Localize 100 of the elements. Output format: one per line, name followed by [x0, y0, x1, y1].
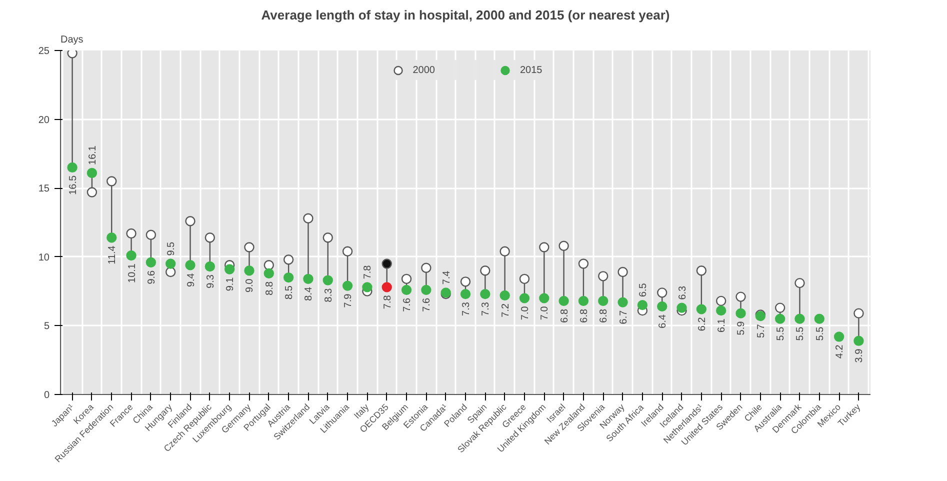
point: [165, 266, 176, 278]
point: [264, 260, 274, 270]
data-label: 5.9: [736, 320, 748, 336]
point: [657, 301, 668, 312]
data-label: 6.7: [618, 310, 630, 324]
data-label: 10.1: [126, 263, 138, 283]
point: [165, 258, 176, 269]
point: [794, 314, 805, 324]
y-tick-label: 5: [44, 321, 50, 332]
data-label: 6.1: [716, 318, 728, 332]
data-label: 9.4: [186, 272, 197, 288]
point: [578, 296, 589, 306]
point: [204, 261, 216, 272]
point: [598, 271, 608, 282]
point: [401, 274, 412, 284]
point: [264, 268, 274, 279]
data-label: 5.5: [814, 326, 826, 341]
point: [106, 176, 117, 186]
point: [283, 272, 294, 283]
data-label: 5.5: [795, 326, 806, 341]
data-label: 5.7: [756, 324, 767, 338]
point: [303, 213, 314, 224]
data-label: 7.6: [402, 297, 414, 312]
point: [736, 308, 746, 318]
data-label: 16.1: [87, 145, 98, 165]
point: [519, 293, 530, 304]
point: [342, 246, 353, 256]
point: [618, 297, 628, 308]
point: [67, 162, 78, 173]
data-label: 8.3: [323, 288, 334, 302]
point: [774, 302, 786, 313]
data-label: 9.6: [146, 270, 158, 284]
data-label: 9.3: [205, 274, 216, 288]
point: [67, 50, 78, 58]
point: [834, 332, 844, 342]
y-axis-title: Days: [60, 34, 84, 46]
point: [421, 262, 432, 273]
point: [657, 288, 668, 298]
data-label: 9.5: [166, 241, 178, 256]
data-label: 7.0: [520, 306, 531, 320]
point: [322, 232, 333, 243]
point: [86, 168, 98, 178]
point: [421, 284, 432, 296]
data-label: 11.4: [107, 245, 118, 264]
y-tick-label: 20: [38, 114, 50, 126]
point: [185, 260, 196, 270]
data-label: 6.8: [598, 308, 610, 323]
point: [519, 274, 530, 284]
point: [794, 278, 805, 288]
point: [598, 296, 608, 306]
data-label: 6.2: [696, 316, 708, 332]
point: [382, 282, 392, 292]
point: [283, 254, 294, 265]
point: [500, 290, 510, 301]
point: [126, 250, 136, 261]
data-label: 9.1: [225, 276, 236, 292]
point: [204, 232, 216, 243]
data-label: 5.5: [776, 326, 787, 341]
data-label: 8.5: [284, 285, 296, 300]
data-label: 4.2: [834, 344, 846, 359]
data-label: 7.3: [480, 302, 492, 316]
point: [676, 302, 687, 313]
data-label: 6.8: [578, 308, 590, 323]
point: [480, 266, 490, 276]
point: [362, 282, 372, 292]
data-label: 8.8: [264, 280, 276, 296]
legend-label: 2000: [412, 64, 435, 76]
data-label: 6.5: [638, 282, 649, 298]
data-label: 7.8: [382, 294, 394, 310]
point: [578, 258, 589, 269]
point: [696, 266, 707, 276]
point: [460, 276, 471, 287]
point: [146, 257, 156, 268]
data-label: 7.0: [540, 306, 551, 320]
data-label: 3.9: [854, 348, 866, 363]
data-label: 7.6: [422, 297, 433, 312]
data-label: 7.3: [461, 302, 472, 316]
data-label: 7.4: [441, 270, 452, 285]
data-label: 6.4: [658, 314, 669, 328]
point: [696, 304, 707, 314]
data-label: 8.4: [304, 286, 315, 301]
point: [401, 284, 412, 296]
point: [322, 275, 333, 286]
point: [224, 264, 235, 274]
point: [244, 266, 254, 276]
y-tick-label: 0: [44, 390, 50, 401]
data-label: 6.3: [677, 285, 688, 300]
point: [854, 336, 864, 346]
point: [558, 240, 569, 251]
data-label: 9.0: [244, 278, 256, 293]
point: [854, 308, 864, 318]
point: [244, 242, 254, 252]
point: [500, 246, 510, 256]
point: [146, 230, 156, 240]
point: [814, 314, 824, 324]
point: [558, 296, 569, 306]
point: [539, 242, 550, 252]
data-label: 7.2: [500, 302, 512, 318]
y-tick-label: 10: [38, 252, 50, 264]
point: [774, 314, 786, 324]
